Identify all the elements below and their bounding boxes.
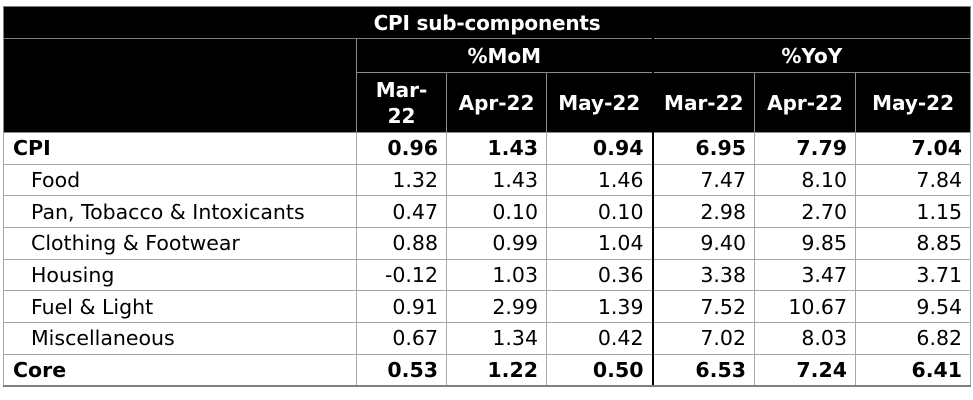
- cell-value: 2.98: [651, 195, 755, 229]
- cell-value: 7.24: [754, 353, 856, 387]
- cell-value: 9.54: [854, 290, 972, 324]
- cell-value: 1.43: [446, 132, 547, 165]
- table-row-miscellaneous: Miscellaneous 0.67 1.34 0.42 7.02 8.03 6…: [3, 322, 972, 355]
- month-header: May-22: [546, 72, 653, 133]
- table-row-housing: Housing -0.12 1.03 0.36 3.38 3.47 3.71: [3, 258, 972, 292]
- row-label: CPI: [3, 132, 357, 165]
- month-header: Apr-22: [446, 72, 547, 133]
- row-label: Clothing & Footwear: [3, 227, 357, 260]
- month-header: Mar-22: [356, 72, 447, 133]
- cell-value: 1.43: [446, 163, 547, 197]
- month-header: Mar-22: [651, 72, 755, 133]
- group-header-yoy: %YoY: [651, 38, 972, 73]
- table-row-cpi: CPI 0.96 1.43 0.94 6.95 7.79 7.04: [3, 132, 972, 165]
- row-label: Core: [3, 353, 357, 387]
- cell-value: 1.39: [546, 290, 653, 324]
- table-row-food: Food 1.32 1.43 1.46 7.47 8.10 7.84: [3, 163, 972, 197]
- cell-value: 0.88: [356, 227, 447, 260]
- cell-value: 0.50: [546, 353, 653, 387]
- cell-value: 1.34: [446, 322, 547, 355]
- table-row-core: Core 0.53 1.22 0.50 6.53 7.24 6.41: [3, 353, 972, 387]
- cell-value: 6.82: [854, 322, 972, 355]
- cell-value: 7.04: [854, 132, 972, 165]
- cell-value: 3.71: [854, 258, 972, 292]
- cell-value: 0.67: [356, 322, 447, 355]
- cell-value: 0.91: [356, 290, 447, 324]
- cell-value: 0.47: [356, 195, 447, 229]
- row-label: Miscellaneous: [3, 322, 357, 355]
- row-label: Housing: [3, 258, 357, 292]
- table-row-pan-tobacco: Pan, Tobacco & Intoxicants 0.47 0.10 0.1…: [3, 195, 972, 229]
- cell-value: 0.10: [546, 195, 653, 229]
- cell-value: -0.12: [356, 258, 447, 292]
- cell-value: 3.38: [651, 258, 755, 292]
- table-title: CPI sub-components: [2, 6, 972, 39]
- group-header-mom: %MoM: [356, 38, 653, 73]
- month-header: Apr-22: [754, 72, 856, 133]
- cell-value: 3.47: [754, 258, 856, 292]
- table-row-fuel-light: Fuel & Light 0.91 2.99 1.39 7.52 10.67 9…: [3, 290, 972, 324]
- cell-value: 1.32: [356, 163, 447, 197]
- cell-value: 1.15: [854, 195, 972, 229]
- cell-value: 10.67: [754, 290, 856, 324]
- cell-value: 8.10: [754, 163, 856, 197]
- cell-value: 6.41: [854, 353, 972, 387]
- cell-value: 0.36: [546, 258, 653, 292]
- cell-value: 7.84: [854, 163, 972, 197]
- row-label: Food: [3, 163, 357, 197]
- cpi-table: CPI sub-components %MoM %YoY Mar-22 Apr-…: [2, 6, 972, 387]
- cell-value: 7.79: [754, 132, 856, 165]
- month-header: May-22: [854, 72, 972, 133]
- row-label: Fuel & Light: [3, 290, 357, 324]
- cell-value: 9.85: [754, 227, 856, 260]
- cell-value: 7.52: [651, 290, 755, 324]
- cell-value: 1.46: [546, 163, 653, 197]
- cell-value: 7.47: [651, 163, 755, 197]
- cell-value: 0.96: [356, 132, 447, 165]
- cell-value: 1.22: [446, 353, 547, 387]
- cell-value: 1.03: [446, 258, 547, 292]
- cell-value: 9.40: [651, 227, 755, 260]
- cell-value: 1.04: [546, 227, 653, 260]
- cell-value: 0.99: [446, 227, 547, 260]
- row-header-blank: [3, 38, 357, 133]
- cell-value: 0.94: [546, 132, 653, 165]
- cell-value: 0.10: [446, 195, 547, 229]
- cell-value: 8.03: [754, 322, 856, 355]
- cell-value: 0.53: [356, 353, 447, 387]
- cell-value: 2.99: [446, 290, 547, 324]
- table-row-clothing: Clothing & Footwear 0.88 0.99 1.04 9.40 …: [3, 227, 972, 260]
- cell-value: 0.42: [546, 322, 653, 355]
- cell-value: 2.70: [754, 195, 856, 229]
- cell-value: 7.02: [651, 322, 755, 355]
- cell-value: 6.95: [651, 132, 755, 165]
- cell-value: 8.85: [854, 227, 972, 260]
- cell-value: 6.53: [651, 353, 755, 387]
- row-label: Pan, Tobacco & Intoxicants: [3, 195, 357, 229]
